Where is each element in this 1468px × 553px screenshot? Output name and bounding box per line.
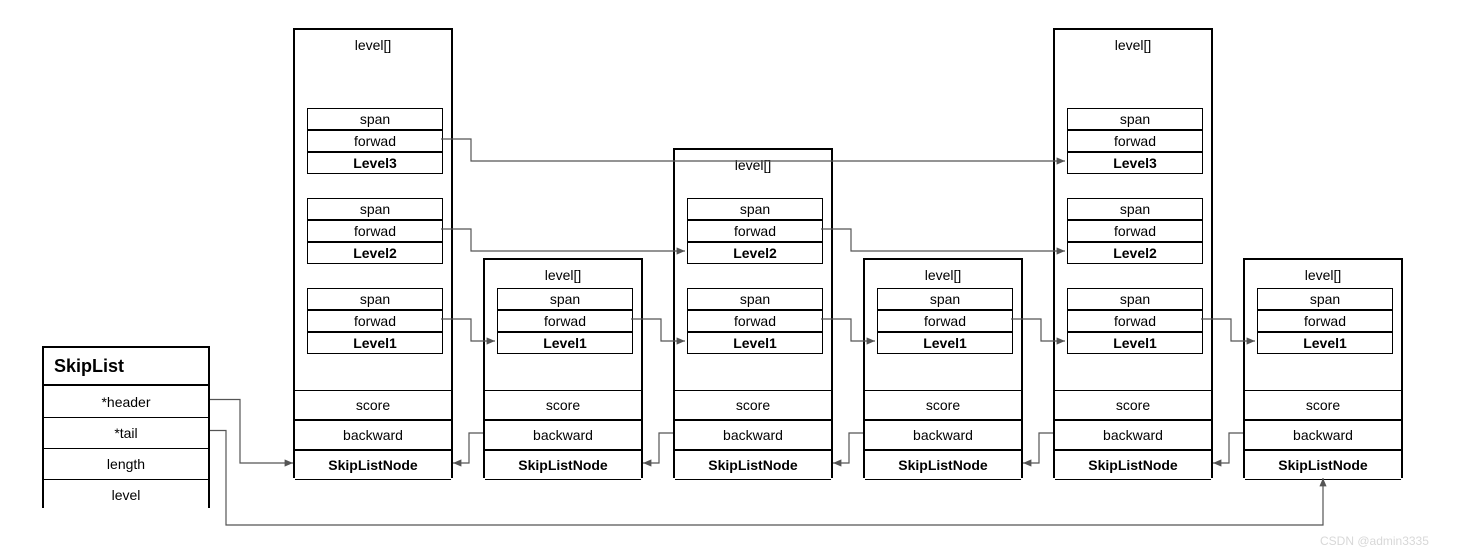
node-forwad: forwad [1257,310,1393,332]
node-level-title: level[] [485,262,641,288]
node-title: SkipListNode [675,450,831,480]
node-score: score [865,390,1021,420]
node-forwad: forwad [307,310,443,332]
node-title: SkipListNode [1245,450,1401,480]
node-title: SkipListNode [1055,450,1211,480]
skiplist-row-level: level [44,479,208,510]
node-span: span [687,198,823,220]
node-score: score [295,390,451,420]
node-n5: level[]spanforwadLevel3spanforwadLevel2s… [1053,28,1213,478]
node-backward: backward [485,420,641,450]
node-span: span [1067,198,1203,220]
node-level-tag: Level2 [1067,242,1203,264]
node-level-title: level[] [675,152,831,178]
node-level-tag: Level1 [497,332,633,354]
node-forwad: forwad [1067,310,1203,332]
node-forwad: forwad [497,310,633,332]
node-n3: level[]spanforwadLevel2spanforwadLevel1s… [673,148,833,478]
node-score: score [675,390,831,420]
node-level-tag: Level2 [307,242,443,264]
node-n4: level[]spanforwadLevel1 scorebackwardSkip… [863,258,1023,478]
node-level-title: level[] [295,32,451,58]
node-forwad: forwad [687,310,823,332]
node-span: span [307,198,443,220]
node-span: span [307,108,443,130]
node-forwad: forwad [307,220,443,242]
node-level-tag: Level1 [307,332,443,354]
node-forwad: forwad [687,220,823,242]
node-level-tag: Level2 [687,242,823,264]
node-level-tag: Level3 [307,152,443,174]
node-span: span [877,288,1013,310]
node-forwad: forwad [877,310,1013,332]
skiplist-box: SkipList*header*taillengthlevel [42,346,210,508]
node-span: span [307,288,443,310]
node-span: span [687,288,823,310]
node-level-tag: Level1 [1067,332,1203,354]
node-backward: backward [1055,420,1211,450]
node-backward: backward [675,420,831,450]
node-span: span [1257,288,1393,310]
node-level-title: level[] [865,262,1021,288]
skiplist-row-length: length [44,448,208,479]
node-title: SkipListNode [865,450,1021,480]
node-level-tag: Level1 [1257,332,1393,354]
node-title: SkipListNode [485,450,641,480]
node-n6: level[]spanforwadLevel1 scorebackwardSkip… [1243,258,1403,478]
watermark: CSDN @admin3335 [1320,534,1429,548]
node-level-tag: Level3 [1067,152,1203,174]
node-score: score [1055,390,1211,420]
node-level-title: level[] [1245,262,1401,288]
node-span: span [1067,108,1203,130]
skiplist-row-tail: *tail [44,417,208,448]
node-backward: backward [1245,420,1401,450]
skiplist-title: SkipList [44,348,208,386]
node-span: span [1067,288,1203,310]
node-forwad: forwad [1067,220,1203,242]
node-span: span [497,288,633,310]
node-score: score [485,390,641,420]
node-n1: level[]spanforwadLevel3spanforwadLevel2s… [293,28,453,478]
node-score: score [1245,390,1401,420]
node-backward: backward [865,420,1021,450]
node-title: SkipListNode [295,450,451,480]
diagram-stage: SkipList*header*taillengthlevellevel[]sp… [0,0,1468,553]
skiplist-row-header: *header [44,386,208,417]
node-level-tag: Level1 [877,332,1013,354]
node-level-title: level[] [1055,32,1211,58]
node-forwad: forwad [1067,130,1203,152]
node-forwad: forwad [307,130,443,152]
node-level-tag: Level1 [687,332,823,354]
node-n2: level[]spanforwadLevel1 scorebackwardSkip… [483,258,643,478]
node-backward: backward [295,420,451,450]
